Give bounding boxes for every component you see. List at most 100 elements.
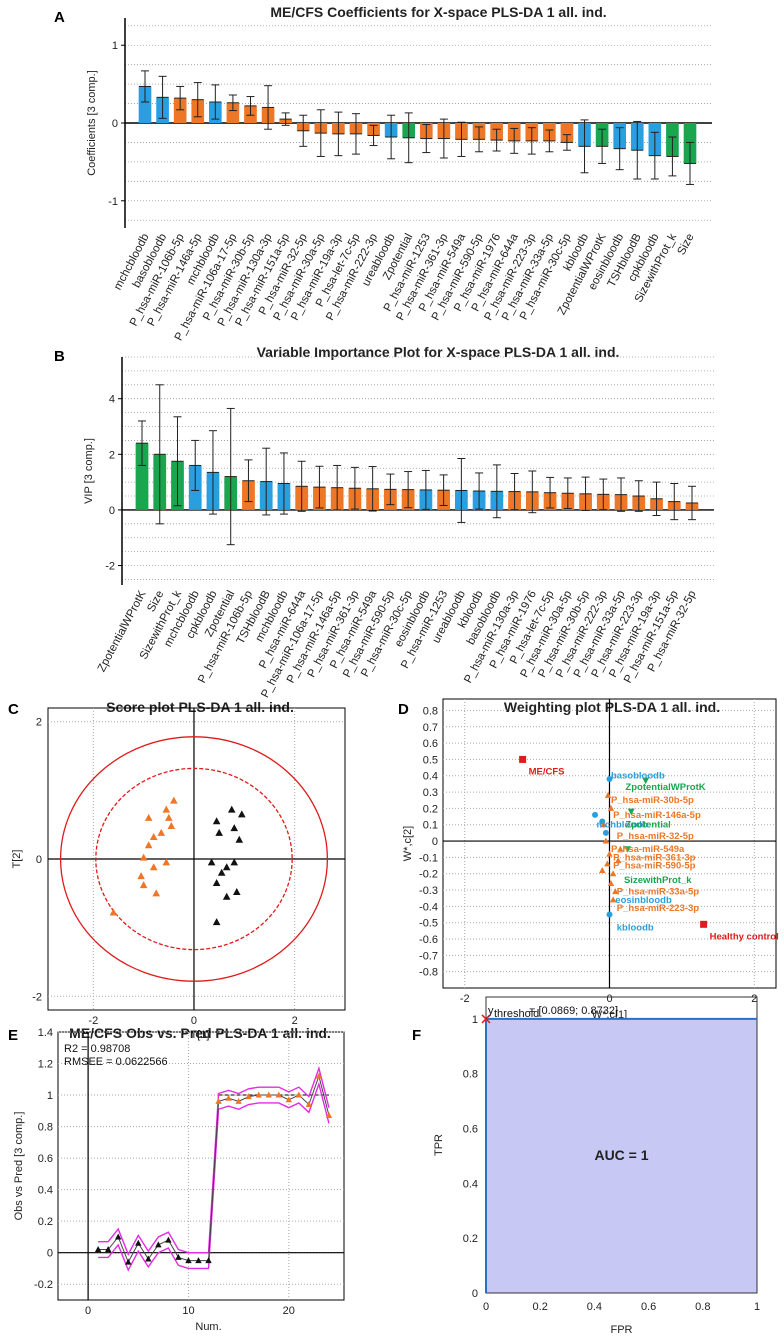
y-tick-label: -2 xyxy=(105,561,115,573)
y-tick-label: -0.8 xyxy=(419,967,438,979)
roc-area xyxy=(486,1018,757,1293)
score-point xyxy=(149,833,158,841)
y-tick-label: 0.5 xyxy=(423,754,438,766)
bar xyxy=(560,123,574,143)
bar xyxy=(135,443,149,510)
pred-point xyxy=(145,1255,152,1262)
y-tick-label: 0.8 xyxy=(463,1069,478,1081)
threshold-value: = [0.0869; 0.8732] xyxy=(529,1005,618,1017)
weight-point xyxy=(617,845,624,852)
pred-line xyxy=(98,1074,330,1264)
y-tick-label: -0.2 xyxy=(34,1279,53,1291)
variable-label: P_hsa-miR-223-3p xyxy=(617,903,700,914)
y-tick-label: 1 xyxy=(112,40,118,52)
y-tick-label: -0.2 xyxy=(419,869,438,881)
y-tick-label: 0.4 xyxy=(423,771,438,783)
threshold-marker xyxy=(481,1014,491,1024)
y-tick-label: -2 xyxy=(32,991,42,1003)
y-axis-label: VIP [3 comp.] xyxy=(83,438,95,504)
y-tick-label: 0.6 xyxy=(463,1124,478,1136)
y-tick-label: 0 xyxy=(109,505,115,517)
pred-point xyxy=(245,1093,252,1100)
y-axis-label: T[2] xyxy=(11,850,23,869)
panel-label: B xyxy=(54,348,65,365)
x-tick-label: -2 xyxy=(460,993,470,1005)
score-point xyxy=(212,918,221,926)
pred-point xyxy=(215,1097,222,1104)
bar xyxy=(226,102,240,123)
pred-point xyxy=(175,1253,182,1260)
score-point xyxy=(167,822,176,830)
score-point xyxy=(230,858,239,866)
score-point xyxy=(232,887,241,895)
weight-point xyxy=(609,896,617,903)
y-tick-label: 0.6 xyxy=(423,738,438,750)
pred-point xyxy=(185,1257,192,1264)
chart-title: Weighting plot PLS-DA 1 all. ind. xyxy=(504,699,720,715)
score-point xyxy=(162,858,171,866)
panel-label: E xyxy=(8,1027,18,1044)
x-tick-label: 0.8 xyxy=(695,1301,710,1313)
score-point xyxy=(144,841,153,849)
confidence-ellipse xyxy=(95,767,293,951)
y-tick-label: 1.2 xyxy=(38,1059,53,1071)
score-point xyxy=(238,810,246,818)
weight-point xyxy=(606,911,613,918)
weight-point xyxy=(614,857,622,864)
score-point xyxy=(212,879,221,887)
score-point xyxy=(149,863,158,871)
weight-point xyxy=(606,776,613,783)
y-tick-label: 0 xyxy=(112,118,118,130)
y-tick-label: 1 xyxy=(472,1014,478,1026)
y-tick-label: 0.2 xyxy=(423,803,438,815)
weight-point xyxy=(599,866,606,873)
pred-point xyxy=(165,1236,172,1243)
panel-label: D xyxy=(398,701,409,718)
panel-f: FROC curve PLS-DA 1 all. ind.00.20.40.60… xyxy=(412,996,760,1336)
y-axis-label: W*,c[2] xyxy=(402,826,414,861)
y-tick-label: 0.6 xyxy=(38,1153,53,1165)
bar xyxy=(138,86,152,123)
y-tick-label: 0 xyxy=(36,854,42,866)
y-tick-label: 0 xyxy=(432,836,438,848)
chart-title: Score plot PLS-DA 1 all. ind. xyxy=(106,699,294,715)
threshold-sub: threshold xyxy=(494,1008,539,1020)
x-tick-label: 1 xyxy=(754,1301,760,1313)
weight-point xyxy=(600,821,607,828)
score-point xyxy=(170,796,178,804)
pred-point xyxy=(305,1101,313,1108)
panel-label: F xyxy=(412,1027,421,1044)
x-tick-label: 2 xyxy=(751,993,757,1005)
variable-label: eosinbloodb xyxy=(615,895,672,906)
y-tick-label: 0 xyxy=(472,1288,478,1300)
category-label: ZpotentialWProtK xyxy=(96,588,149,673)
pred-point xyxy=(295,1091,303,1098)
score-point xyxy=(162,805,171,813)
bar xyxy=(173,98,187,123)
pred-point xyxy=(94,1246,102,1253)
variable-label: SizewithProt_k xyxy=(624,875,692,886)
variable-label: P_hsa-miR-30b-5p xyxy=(611,795,694,806)
x-tick-label: -2 xyxy=(88,1015,98,1027)
score-point xyxy=(139,881,148,889)
weight-point xyxy=(609,870,617,877)
y-tick-label: 0.4 xyxy=(38,1185,53,1197)
pred-point xyxy=(104,1246,112,1253)
panel-c: C Score plot PLS-DA 1 all. ind. -2 0 2 -2 0 2 T[… xyxy=(8,699,346,1041)
variable-label: P_hsa-miR-590-5p xyxy=(613,861,696,872)
pred-point xyxy=(325,1112,333,1119)
score-point xyxy=(207,858,216,866)
score-point xyxy=(235,835,244,843)
pred-point xyxy=(265,1091,272,1098)
category-label: Size xyxy=(676,232,697,257)
y-tick-label: 2 xyxy=(36,717,42,729)
score-point xyxy=(215,828,223,836)
score-point xyxy=(109,908,118,916)
weight-point xyxy=(642,777,650,785)
chart-title: Variable Importance Plot for X-space PLS… xyxy=(257,344,620,360)
threshold-y: y xyxy=(488,1005,494,1017)
pred-point xyxy=(315,1072,323,1079)
y-tick-label: 2 xyxy=(109,449,115,461)
x-tick-label: 0 xyxy=(606,993,612,1005)
